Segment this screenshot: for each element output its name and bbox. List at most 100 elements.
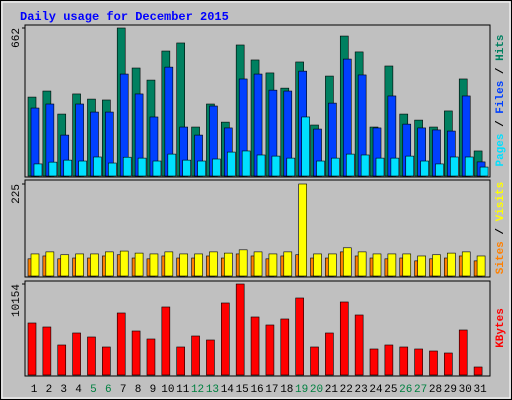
bar [90, 253, 99, 277]
bar [206, 339, 215, 376]
bar [444, 352, 453, 376]
bar [298, 183, 307, 277]
bar [152, 160, 162, 177]
bar [209, 251, 218, 277]
bar [405, 155, 415, 177]
x-tick-label: 13 [206, 384, 219, 396]
bar [164, 251, 174, 277]
x-tick-label: 31 [473, 384, 487, 396]
bar [399, 346, 409, 376]
x-tick-label: 23 [355, 384, 368, 396]
bar [447, 252, 456, 277]
bar [102, 346, 111, 376]
y-tick-label: 225 [11, 184, 23, 204]
bar [265, 324, 275, 376]
bar [345, 153, 355, 177]
bar [476, 255, 486, 277]
x-tick-label: 16 [250, 384, 263, 396]
bar [458, 329, 468, 376]
legend-entry: Visits [495, 182, 507, 222]
legend-separator: / [495, 114, 507, 134]
bar [87, 336, 96, 376]
bar [105, 251, 114, 277]
legend: KBytes [495, 308, 507, 348]
x-tick-label: 20 [310, 384, 323, 396]
legend-entry: KBytes [495, 308, 507, 348]
bar [369, 348, 379, 376]
x-tick-label: 14 [221, 384, 235, 396]
bar [325, 332, 334, 376]
bar [390, 157, 400, 177]
legend-separator: / [495, 221, 507, 241]
x-tick-label: 22 [340, 384, 353, 396]
bar [75, 253, 84, 277]
bar [146, 338, 156, 376]
bar [328, 253, 337, 277]
x-tick-label: 5 [90, 384, 97, 396]
bar [194, 253, 203, 277]
x-tick-label: 19 [295, 384, 308, 396]
bar [310, 346, 319, 376]
bar [93, 156, 102, 177]
bar [122, 156, 132, 177]
bar [479, 166, 489, 177]
bar [402, 253, 412, 277]
bar [63, 159, 73, 177]
bar [30, 253, 40, 277]
x-tick-label: 7 [120, 384, 127, 396]
x-tick-label: 17 [265, 384, 278, 396]
x-tick-label: 18 [280, 384, 293, 396]
legend: Sites / Visits [495, 182, 507, 274]
bar [197, 160, 206, 177]
x-tick-label: 9 [150, 384, 157, 396]
bar [227, 151, 236, 177]
x-tick-label: 4 [75, 384, 82, 396]
x-tick-label: 11 [176, 384, 190, 396]
legend: Pages / Files / Hits [495, 34, 507, 166]
bar [57, 344, 67, 376]
bar [342, 247, 352, 277]
bar [224, 252, 233, 277]
x-tick-label: 3 [60, 384, 67, 396]
bar [176, 346, 185, 376]
bar [384, 344, 394, 376]
x-tick-label: 10 [161, 384, 174, 396]
bar [256, 154, 266, 177]
bar [72, 332, 81, 376]
bar [149, 253, 159, 277]
bar [48, 161, 58, 177]
x-tick-label: 15 [236, 384, 249, 396]
x-tick-label: 29 [444, 384, 457, 396]
legend-entry: Pages [495, 134, 507, 167]
legend-entry: Sites [495, 241, 507, 274]
bar [238, 249, 248, 277]
bar [60, 254, 70, 277]
bar [435, 163, 444, 177]
bar [286, 157, 296, 177]
bar [387, 253, 397, 277]
bar [414, 348, 423, 376]
x-tick-label: 24 [369, 384, 383, 396]
bar [417, 255, 426, 277]
bar [429, 350, 438, 376]
bar [253, 251, 263, 277]
x-tick-label: 21 [325, 384, 339, 396]
bar [461, 251, 471, 277]
bar [339, 301, 349, 376]
bar [78, 160, 87, 177]
bar [179, 253, 188, 277]
bar [241, 150, 251, 177]
bar [268, 253, 278, 277]
x-tick-label: 28 [429, 384, 442, 396]
bar [137, 157, 147, 177]
x-tick-label: 6 [105, 384, 112, 396]
bar [131, 330, 141, 376]
bar [473, 366, 483, 376]
bar [27, 322, 37, 376]
bar [33, 163, 43, 177]
bar [464, 156, 474, 177]
bar [316, 160, 325, 177]
bar [360, 154, 370, 177]
